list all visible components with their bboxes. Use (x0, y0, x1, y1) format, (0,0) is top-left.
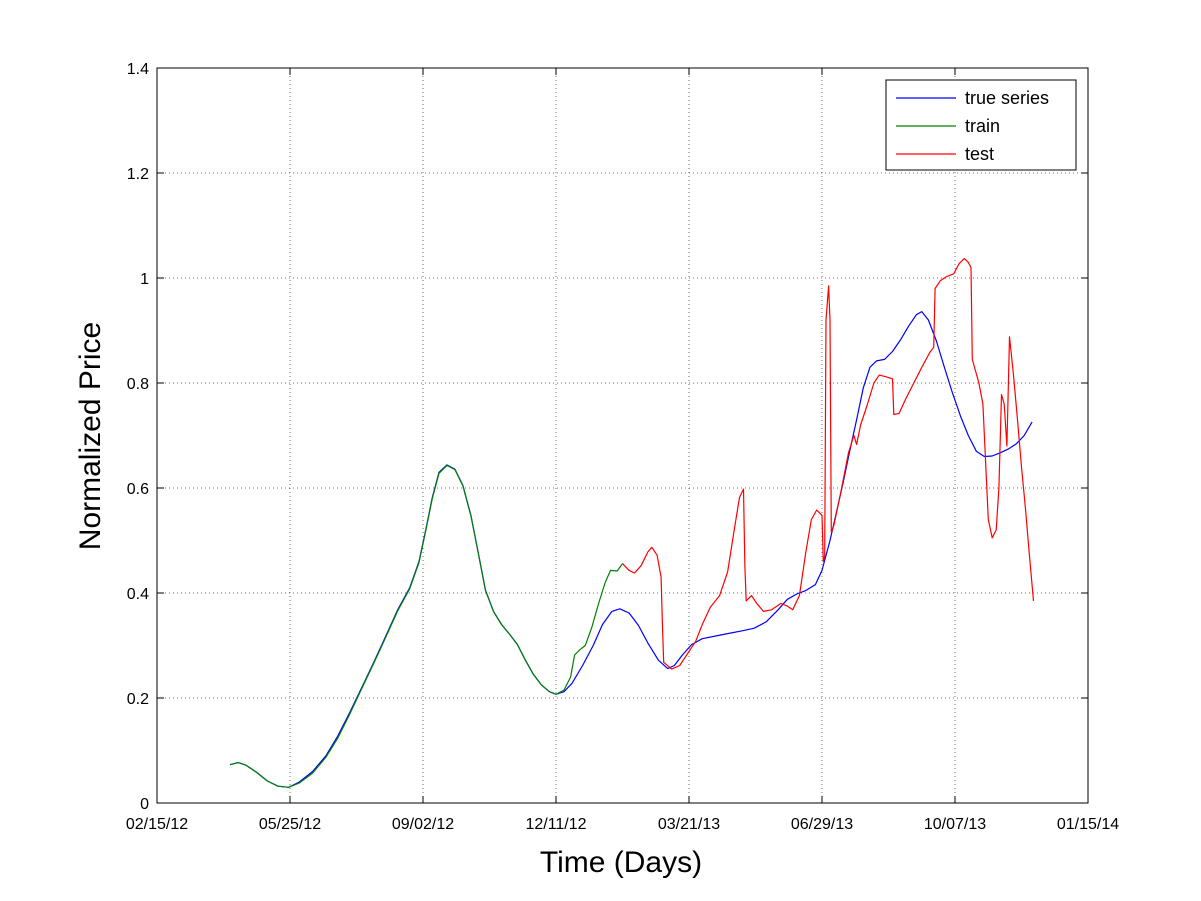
y-axis-title: Normalized Price (74, 322, 107, 550)
series-lines (229, 258, 1035, 788)
legend: true series train test (885, 79, 1077, 171)
x-tick-label: 02/15/12 (126, 816, 188, 833)
y-tick-label: 1.2 (127, 166, 149, 183)
x-tick-label: 12/11/12 (525, 816, 586, 833)
plot-area-background (157, 68, 1088, 803)
x-tick-label: 05/25/12 (259, 816, 321, 833)
x-tick-label: 06/29/13 (791, 816, 853, 833)
x-tick-label: 10/07/13 (924, 816, 986, 833)
grid-lines (157, 68, 1088, 803)
legend-label-train: train (965, 116, 1000, 136)
x-tick-label: 03/21/13 (658, 816, 720, 833)
series-line-train (229, 464, 623, 788)
y-tick-label: 0.2 (127, 691, 149, 708)
y-tick-label: 0 (140, 796, 149, 813)
y-tick-label: 1 (140, 271, 149, 288)
plot-frame (156, 67, 1089, 804)
y-tick-label: 0.6 (127, 481, 149, 498)
x-tick-label: 09/02/12 (392, 816, 454, 833)
legend-label-true-series: true series (965, 88, 1049, 108)
y-tick-label: 1.4 (127, 61, 149, 78)
legend-label-test: test (965, 144, 994, 164)
y-tick-label: 0.4 (127, 586, 149, 603)
series-line-test (622, 258, 1035, 670)
y-tick-labels: 0 0.2 0.4 0.6 0.8 1 1.2 1.4 (127, 61, 149, 813)
y-tick-label: 0.8 (127, 376, 149, 393)
legend-box (885, 79, 1077, 171)
x-tick-label: 01/15/14 (1057, 816, 1119, 833)
x-tick-labels: 02/15/12 05/25/12 09/02/12 12/11/12 03/21/13… (126, 816, 1119, 833)
x-axis-title: Time (Days) (540, 846, 702, 879)
